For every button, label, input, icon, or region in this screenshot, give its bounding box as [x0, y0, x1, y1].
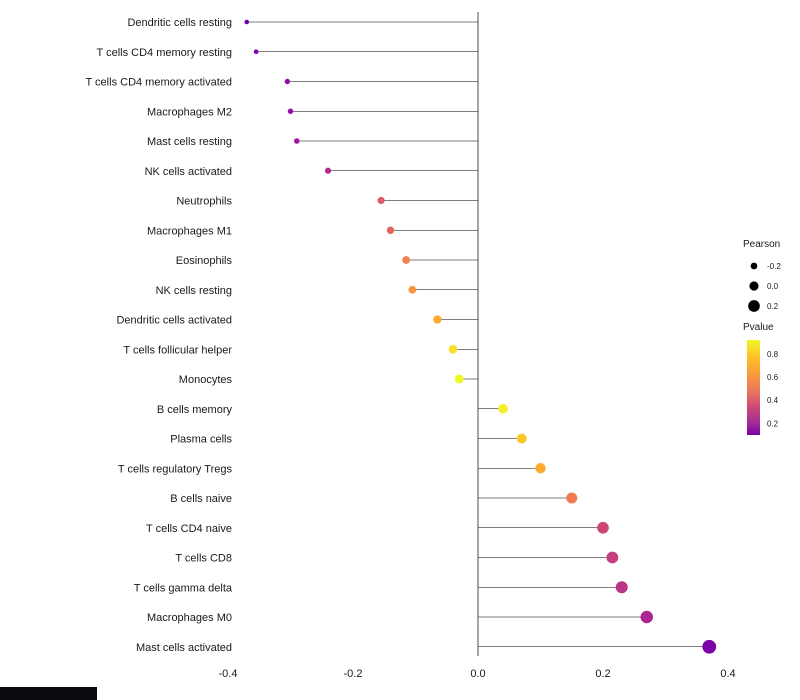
lollipop-dot [408, 285, 417, 294]
lollipop-dot [287, 108, 294, 114]
lollipop-dot [386, 226, 395, 234]
category-label: Monocytes [179, 374, 233, 386]
lollipop-dot [324, 167, 332, 174]
x-tick-label: 0.0 [470, 668, 485, 680]
size-legend-label: -0.2 [767, 262, 781, 271]
lollipop-dot [597, 521, 609, 534]
lollipop-dot [448, 344, 458, 354]
lollipop-dot [433, 315, 442, 324]
category-label: B cells memory [157, 404, 233, 416]
category-label: Macrophages M1 [147, 225, 232, 237]
lollipop-dot [566, 492, 578, 504]
category-label: Plasma cells [170, 434, 232, 446]
category-label: T cells follicular helper [123, 344, 232, 356]
lollipop-dot [702, 639, 717, 654]
category-label: Mast cells activated [136, 642, 232, 654]
color-legend-title: Pvalue [743, 322, 774, 333]
category-label: T cells gamma delta [134, 582, 233, 594]
lollipop-dot [535, 463, 546, 474]
size-legend-label: 0.2 [767, 302, 779, 311]
size-legend-dot [748, 300, 760, 312]
color-legend-tick-label: 0.8 [767, 350, 779, 359]
category-label: Mast cells resting [147, 136, 232, 148]
lollipop-dot [454, 374, 464, 384]
lollipop-dot [253, 49, 259, 55]
lollipop-dot [293, 138, 300, 144]
lollipop-dot [284, 78, 291, 85]
category-label: T cells CD8 [175, 553, 232, 565]
color-legend-tick-label: 0.2 [767, 419, 779, 428]
size-legend-label: 0.0 [767, 282, 779, 291]
size-legend-title: Pearson [743, 239, 780, 250]
category-label: Neutrophils [176, 196, 232, 208]
category-label: T cells CD4 memory resting [97, 47, 233, 59]
x-tick-label: 0.2 [595, 668, 610, 680]
lollipop-dot [606, 551, 619, 564]
lollipop-dot [244, 19, 250, 25]
category-label: NK cells resting [156, 285, 232, 297]
x-tick-label: -0.2 [344, 668, 363, 680]
lollipop-dot [377, 196, 385, 205]
category-label: T cells regulatory Tregs [118, 463, 233, 475]
lollipop-dot [516, 433, 527, 444]
category-label: T cells CD4 memory activated [85, 77, 232, 89]
category-label: Dendritic cells resting [127, 17, 232, 29]
lollipop-dot [640, 610, 653, 624]
category-label: T cells CD4 naive [146, 523, 232, 535]
color-legend-tick-label: 0.4 [767, 396, 779, 405]
category-label: Macrophages M0 [147, 612, 232, 624]
category-label: NK cells activated [145, 166, 232, 178]
category-label: Dendritic cells activated [116, 315, 232, 327]
bottom-left-dark-bar [0, 687, 97, 700]
lollipop-dot [498, 403, 508, 414]
size-legend-dot [749, 281, 759, 291]
category-label: B cells naive [170, 493, 232, 505]
lollipop-dot [402, 256, 410, 264]
lollipop-dot [615, 581, 628, 594]
category-label: Macrophages M2 [147, 106, 232, 118]
size-legend-dot [750, 262, 758, 270]
pvalue-gradient-bar [747, 340, 760, 435]
x-tick-label: -0.4 [219, 668, 238, 680]
category-label: Eosinophils [176, 255, 233, 267]
color-legend-tick-label: 0.6 [767, 373, 779, 382]
x-tick-label: 0.4 [720, 668, 735, 680]
